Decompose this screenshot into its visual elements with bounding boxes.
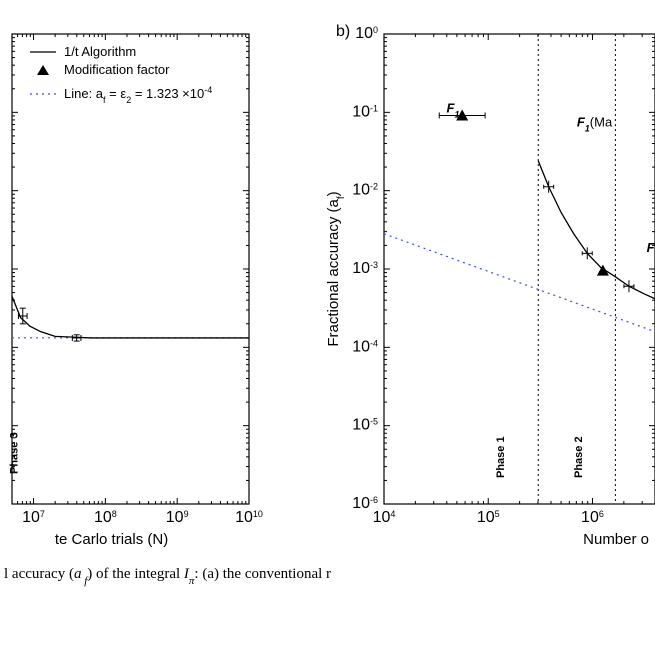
- triangle-marker: [597, 265, 609, 276]
- x-tick-label: 106: [581, 509, 604, 526]
- x-axis-label-left: te Carlo trials (N): [55, 531, 168, 548]
- legend-label: Modification factor: [64, 62, 170, 77]
- x-tick-label: 104: [373, 509, 396, 526]
- legend-label: Line: af = ε2 = 1.323 ×10-4: [64, 85, 212, 105]
- phase-label: Phase 3: [9, 432, 21, 474]
- x-tick-label: 1010: [235, 509, 263, 526]
- figure-caption: l accuracy (a f) of the integral Iπ: (a)…: [4, 566, 331, 587]
- annotation: F1(Ma: [577, 114, 613, 133]
- y-tick-label: 10-1: [352, 103, 378, 120]
- series-line: [12, 296, 249, 338]
- y-axis-label: Fractional accuracy (af): [325, 191, 347, 346]
- annotation: F1: [447, 100, 460, 119]
- phase-label: Phase 1: [495, 436, 507, 478]
- x-tick-label: 105: [477, 509, 500, 526]
- series-line: [538, 161, 655, 299]
- legend-label: 1/t Algorithm: [64, 44, 136, 59]
- x-tick-label: 108: [94, 509, 117, 526]
- x-tick-label: 109: [166, 509, 189, 526]
- x-axis-label-right: Number o: [583, 531, 649, 548]
- y-tick-label: 100: [355, 25, 378, 42]
- phase-label: Phase 2: [573, 436, 585, 478]
- y-tick-label: 10-3: [352, 260, 378, 277]
- annotation: F: [647, 240, 655, 255]
- figure: 1071081091010te Carlo trials (N)te Carlo…: [0, 0, 655, 655]
- panel-tag: b): [336, 23, 350, 40]
- y-tick-label: 10-5: [352, 417, 378, 434]
- x-tick-label: 107: [22, 509, 45, 526]
- legend-triangle-icon: [37, 65, 49, 75]
- plot-frame: [384, 34, 655, 504]
- y-tick-label: 10-4: [352, 338, 378, 355]
- reference-line: [384, 234, 655, 332]
- y-tick-label: 10-2: [352, 182, 378, 199]
